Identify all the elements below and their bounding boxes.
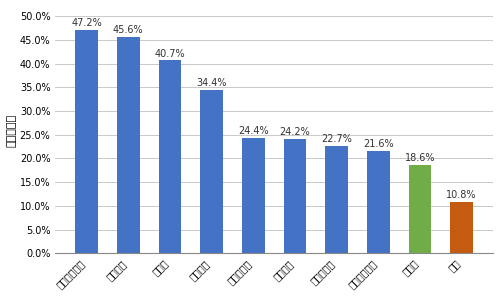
Bar bbox=[75, 30, 98, 253]
Text: 24.4%: 24.4% bbox=[238, 126, 268, 136]
Bar bbox=[284, 139, 306, 253]
Bar bbox=[200, 90, 223, 253]
Text: 40.7%: 40.7% bbox=[154, 49, 186, 59]
Y-axis label: 疫情阳性率: 疫情阳性率 bbox=[7, 113, 17, 147]
Bar bbox=[325, 146, 348, 253]
Bar bbox=[242, 138, 265, 253]
Bar bbox=[408, 165, 432, 253]
Bar bbox=[450, 202, 473, 253]
Text: 22.7%: 22.7% bbox=[322, 134, 352, 144]
Bar bbox=[158, 61, 182, 253]
Text: 10.8%: 10.8% bbox=[446, 190, 477, 200]
Text: 18.6%: 18.6% bbox=[405, 153, 436, 163]
Text: 47.2%: 47.2% bbox=[72, 18, 102, 28]
Text: 21.6%: 21.6% bbox=[363, 139, 394, 149]
Text: 24.2%: 24.2% bbox=[280, 127, 310, 137]
Text: 45.6%: 45.6% bbox=[113, 25, 144, 35]
Text: 34.4%: 34.4% bbox=[196, 78, 227, 89]
Bar bbox=[367, 151, 390, 253]
Bar bbox=[117, 37, 140, 253]
